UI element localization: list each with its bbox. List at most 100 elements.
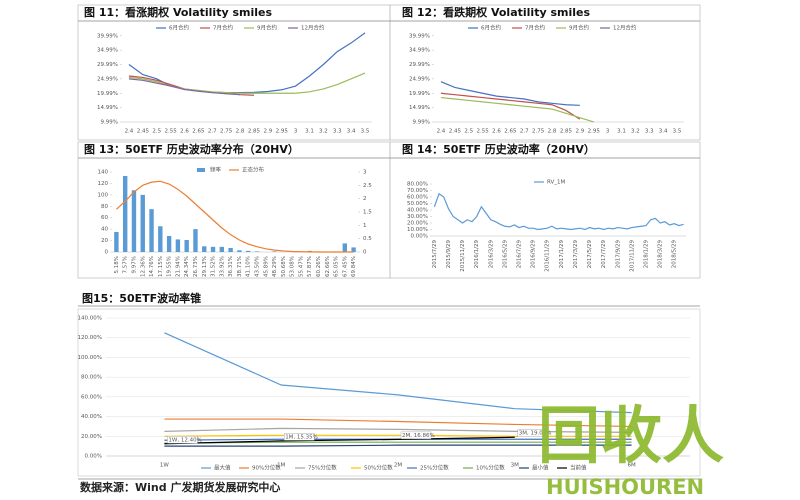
legend-label: 频率 <box>210 166 222 174</box>
series-line <box>128 78 241 96</box>
x-tick-label: 2.95 <box>588 129 601 135</box>
x-tick-label: 1W <box>160 463 169 469</box>
bar <box>158 226 163 252</box>
x-tick-label: 2.5 <box>464 129 473 135</box>
y-tick-label: 40.00% <box>407 208 428 214</box>
bar <box>166 236 172 252</box>
x-tick-label: 2.95 <box>276 129 289 135</box>
bar <box>193 229 198 252</box>
y-tick-label: 14.99% <box>97 105 118 111</box>
panel-frame <box>389 4 701 141</box>
x-tick-label: 3M <box>511 463 519 469</box>
y-tick-label: 140 <box>98 170 109 176</box>
series-line <box>440 96 594 123</box>
x-tick-label: 2.75 <box>220 129 233 135</box>
y-tick-label: 120.00% <box>78 335 102 341</box>
x-tick-label: 2018/5/29 <box>672 240 678 269</box>
x-tick-label: 19.55% <box>167 256 173 277</box>
y2-tick-label: 2 <box>363 196 367 202</box>
x-tick-label: 3.3 <box>645 129 654 135</box>
x-tick-label: 26.73% <box>193 256 199 277</box>
x-tick-label: 2.4 <box>437 129 446 135</box>
x-tick-label: 3.3 <box>333 129 342 135</box>
legend-label: 12月合约 <box>613 24 637 32</box>
legend-label: 最大值 <box>214 464 231 472</box>
x-tick-label: 3.4 <box>347 129 356 135</box>
x-tick-label: 2016/7/29 <box>517 240 523 269</box>
series-line <box>164 441 632 444</box>
legend-swatch <box>197 168 205 172</box>
x-tick-label: 17.15% <box>158 256 164 277</box>
bar <box>351 247 356 252</box>
y2-tick-label: 1 <box>363 223 367 229</box>
panel-frame <box>389 141 701 279</box>
legend-label: 6月合约 <box>169 24 189 32</box>
series-line <box>164 418 632 428</box>
watermark: 回收人 HUISHOUREN <box>538 399 724 499</box>
x-tick-label: 3.2 <box>631 129 640 135</box>
y-tick-label: 10.00% <box>407 227 428 233</box>
x-tick-label: 48.29% <box>272 256 278 277</box>
x-tick-label: 2015/9/29 <box>446 240 452 269</box>
y-tick-label: 40.00% <box>81 414 102 420</box>
legend-label: 12月合约 <box>301 24 325 32</box>
y-tick-label: 80 <box>101 204 108 210</box>
y-tick-label: 34.99% <box>97 48 118 54</box>
x-tick-label: 6M <box>627 463 635 469</box>
y-tick-label: 29.99% <box>409 62 430 68</box>
series-line <box>164 434 632 437</box>
x-tick-label: 7.57% <box>123 256 129 273</box>
x-tick-label: 2.8 <box>548 129 557 135</box>
series-line <box>440 92 581 120</box>
y-tick-label: 80.00% <box>81 375 102 381</box>
y-tick-label: 14.99% <box>409 105 430 111</box>
x-tick-label: 50.68% <box>281 256 287 277</box>
x-tick-label: 33.92% <box>219 256 225 277</box>
y-tick-label: 24.99% <box>97 76 118 82</box>
x-tick-label: 3.4 <box>659 129 668 135</box>
x-tick-label: 62.66% <box>325 256 331 277</box>
bar <box>237 250 242 252</box>
x-tick-label: 24.34% <box>184 256 190 277</box>
bar <box>175 239 181 252</box>
bar <box>342 243 348 252</box>
legend-label: 当前值 <box>570 464 587 472</box>
x-tick-label: 36.31% <box>228 256 234 277</box>
series-line <box>433 192 684 231</box>
panel-frame <box>77 4 391 141</box>
x-tick-label: 67.45% <box>342 256 348 277</box>
legend-label: 6月合约 <box>481 24 501 32</box>
x-tick-label: 2017/9/29 <box>615 240 621 269</box>
x-tick-label: 3.5 <box>673 129 682 135</box>
y-tick-label: 20.00% <box>407 221 428 227</box>
y-tick-label: 20.00% <box>81 434 102 440</box>
y-tick-label: 0.00% <box>85 454 102 460</box>
x-tick-label: 1M <box>277 463 285 469</box>
data-label: 3M, 19.03% <box>519 431 552 437</box>
legend-label: 正态分布 <box>242 166 265 174</box>
x-tick-label: 3.1 <box>305 129 314 135</box>
x-tick-label: 2015/7/29 <box>432 240 438 269</box>
x-tick-label: 2.9 <box>575 129 584 135</box>
x-tick-label: 2017/1/29 <box>559 240 565 269</box>
y-tick-label: 9.99% <box>413 120 430 126</box>
y-tick-label: 60 <box>101 215 108 221</box>
x-tick-label: 2.45 <box>137 129 150 135</box>
x-tick-label: 2.45 <box>449 129 462 135</box>
series-line <box>164 436 515 445</box>
chart-title: 图15：50ETF波动率锥 <box>82 291 201 305</box>
data-label-box <box>284 433 315 441</box>
x-tick-label: 2018/3/29 <box>658 240 664 269</box>
y-tick-label: 30.00% <box>407 214 428 220</box>
x-tick-label: 38.71% <box>237 256 243 277</box>
y-tick-label: 0.00% <box>411 234 428 240</box>
x-tick-label: 2.7 <box>520 129 529 135</box>
y-tick-label: 100.00% <box>78 355 102 361</box>
y-tick-label: 40 <box>101 227 108 233</box>
x-tick-label: 2017/3/29 <box>573 240 579 269</box>
y-tick-label: 39.99% <box>409 33 430 39</box>
y2-tick-label: 0.5 <box>363 236 372 242</box>
bar <box>184 240 189 252</box>
charts: 图 11：看涨期权 Volatility smiles9.99%14.99%19… <box>78 5 690 472</box>
x-tick-label: 21.94% <box>175 256 181 277</box>
